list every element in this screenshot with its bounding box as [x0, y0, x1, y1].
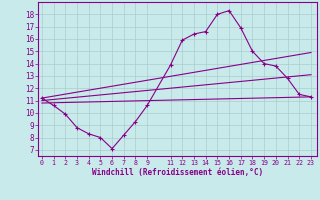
- X-axis label: Windchill (Refroidissement éolien,°C): Windchill (Refroidissement éolien,°C): [92, 168, 263, 177]
